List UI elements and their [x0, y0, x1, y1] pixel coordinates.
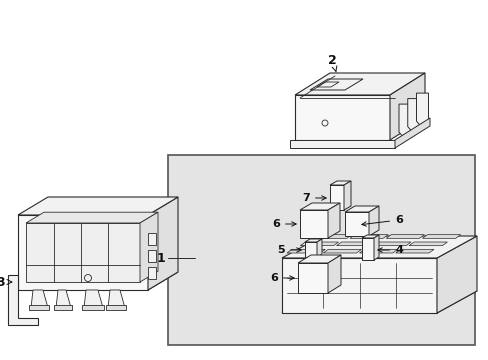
Polygon shape	[361, 238, 373, 260]
Text: 3: 3	[0, 275, 12, 288]
Polygon shape	[336, 242, 374, 246]
Polygon shape	[300, 242, 338, 246]
Text: 6: 6	[361, 215, 402, 226]
Polygon shape	[294, 73, 424, 95]
Polygon shape	[345, 206, 378, 212]
Polygon shape	[389, 73, 424, 140]
Polygon shape	[368, 206, 378, 236]
Polygon shape	[316, 239, 321, 257]
Text: 1: 1	[156, 252, 165, 265]
Polygon shape	[282, 291, 476, 313]
Polygon shape	[18, 197, 178, 215]
Polygon shape	[359, 249, 397, 253]
Polygon shape	[8, 275, 38, 325]
Text: 6: 6	[269, 273, 294, 283]
Text: 5: 5	[277, 245, 301, 255]
Text: 4: 4	[377, 245, 402, 255]
Polygon shape	[343, 181, 350, 210]
Polygon shape	[329, 185, 343, 210]
Text: 2: 2	[327, 54, 336, 72]
Polygon shape	[361, 235, 378, 238]
Polygon shape	[82, 305, 104, 310]
Polygon shape	[345, 212, 368, 236]
Polygon shape	[294, 95, 389, 140]
Polygon shape	[148, 250, 156, 262]
Polygon shape	[407, 99, 419, 134]
Polygon shape	[372, 242, 410, 246]
Polygon shape	[373, 235, 378, 260]
Polygon shape	[148, 267, 156, 279]
Text: 7: 7	[302, 193, 325, 203]
Polygon shape	[148, 197, 178, 290]
Polygon shape	[56, 290, 71, 308]
Polygon shape	[18, 215, 148, 290]
Polygon shape	[386, 235, 424, 238]
Polygon shape	[18, 272, 178, 290]
Text: 6: 6	[271, 219, 296, 229]
Polygon shape	[29, 305, 49, 310]
Polygon shape	[282, 236, 476, 258]
Polygon shape	[349, 235, 387, 238]
Polygon shape	[286, 249, 325, 253]
Polygon shape	[297, 255, 340, 263]
Polygon shape	[148, 233, 156, 245]
Polygon shape	[327, 255, 340, 293]
Polygon shape	[394, 118, 429, 148]
Polygon shape	[408, 242, 447, 246]
Polygon shape	[329, 181, 350, 185]
Polygon shape	[26, 212, 158, 223]
Polygon shape	[106, 305, 126, 310]
Polygon shape	[297, 263, 327, 293]
Polygon shape	[31, 290, 48, 308]
Polygon shape	[323, 249, 361, 253]
Polygon shape	[398, 104, 410, 139]
Polygon shape	[140, 212, 158, 282]
Polygon shape	[305, 239, 321, 242]
Polygon shape	[436, 236, 476, 313]
Polygon shape	[395, 249, 433, 253]
Polygon shape	[108, 290, 125, 308]
Polygon shape	[313, 235, 351, 238]
Polygon shape	[289, 140, 394, 148]
Polygon shape	[416, 93, 427, 128]
Polygon shape	[282, 258, 436, 313]
Polygon shape	[299, 210, 327, 238]
Polygon shape	[26, 223, 140, 282]
Polygon shape	[299, 203, 339, 210]
Polygon shape	[422, 235, 460, 238]
Polygon shape	[305, 242, 316, 257]
Polygon shape	[327, 203, 339, 238]
Polygon shape	[54, 305, 72, 310]
Polygon shape	[84, 290, 103, 308]
Bar	[168, 155, 474, 345]
